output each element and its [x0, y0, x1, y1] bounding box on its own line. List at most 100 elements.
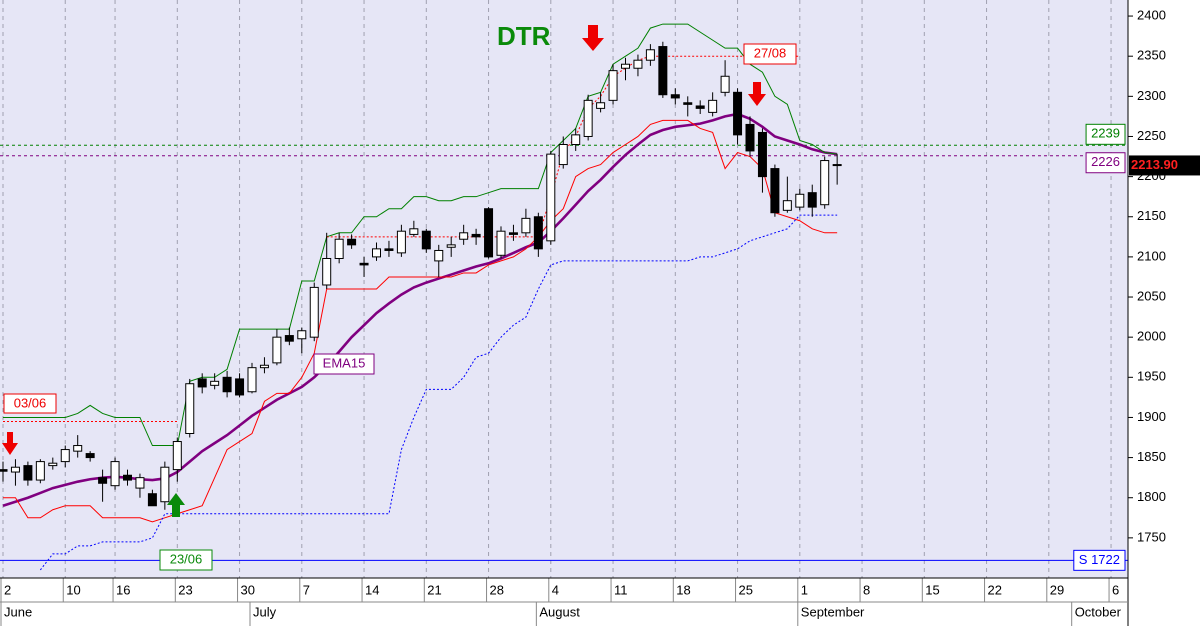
- x-tick-label: 23: [178, 582, 192, 597]
- candle-body: [645, 49, 655, 61]
- candle-body: [695, 105, 705, 109]
- x-tick-label: 18: [676, 582, 690, 597]
- y-tick-label: 2350: [1137, 48, 1166, 63]
- candle-body: [0, 469, 8, 472]
- y-tick-label: 1750: [1137, 529, 1166, 544]
- annotation-label: 03/06: [14, 395, 47, 410]
- y-tick-label: 2050: [1137, 288, 1166, 303]
- candle-body: [484, 208, 494, 258]
- y-tick-label: 2000: [1137, 329, 1166, 344]
- candle-body: [172, 441, 182, 471]
- reference-label-box: [1085, 123, 1126, 145]
- candle-body: [123, 474, 132, 481]
- x-tick-label: 25: [739, 582, 753, 597]
- last-price-label: 2213.90: [1131, 157, 1178, 172]
- candle-body: [85, 453, 95, 459]
- month-label: July: [253, 604, 277, 619]
- x-tick-label: 10: [66, 582, 80, 597]
- indicator-line: [3, 23, 838, 447]
- x-tick-label: 28: [490, 582, 504, 597]
- reference-label-box: [1073, 549, 1126, 571]
- y-tick-label: 1800: [1137, 489, 1166, 504]
- candle-body: [247, 367, 257, 393]
- candle-body: [757, 131, 767, 178]
- candle-body: [409, 228, 419, 235]
- candle-body: [334, 238, 344, 259]
- candle-body: [459, 232, 469, 240]
- x-tick-label: 8: [863, 582, 870, 597]
- month-label: October: [1075, 604, 1122, 619]
- candle-body: [160, 466, 170, 503]
- candle-body: [322, 257, 332, 286]
- y-tick-label: 2400: [1137, 7, 1166, 22]
- x-tick-label: 7: [303, 582, 310, 597]
- candle-body: [733, 91, 743, 136]
- reference-label-box: [1085, 152, 1126, 174]
- candle-body: [23, 465, 33, 481]
- buy-arrow: [167, 493, 185, 517]
- candle-body: [372, 248, 381, 258]
- candle-body: [222, 376, 232, 393]
- candle-body: [670, 94, 680, 99]
- candle-body: [596, 102, 606, 109]
- y-tick-label: 2150: [1137, 208, 1166, 223]
- month-label: August: [539, 604, 580, 619]
- annotation-label: 27/08: [754, 45, 787, 60]
- axes: 1750180018501900195020002050210021502200…: [0, 7, 1166, 626]
- x-tick-label: 16: [116, 582, 130, 597]
- month-label: September: [801, 604, 865, 619]
- x-tick-label: 2: [4, 582, 11, 597]
- candle-body: [770, 168, 780, 214]
- candle-body: [795, 193, 805, 208]
- x-tick-label: 29: [1050, 582, 1064, 597]
- candle-body: [73, 445, 83, 452]
- y-tick-label: 1900: [1137, 409, 1166, 424]
- candle-body: [10, 466, 20, 473]
- candle-body: [720, 75, 730, 93]
- candle-body: [621, 63, 630, 69]
- sell-arrow: [2, 432, 18, 455]
- x-tick-label: 4: [552, 582, 559, 597]
- indicator-line: [39, 214, 838, 571]
- signal-label: DTR: [497, 21, 551, 51]
- candle-body: [297, 330, 307, 340]
- candle-body: [745, 123, 755, 152]
- candle-body: [384, 248, 394, 251]
- x-tick-label: 14: [365, 582, 379, 597]
- reference-label: S 1722: [1079, 552, 1120, 567]
- candle-body: [832, 164, 842, 167]
- x-tick-label: 11: [614, 582, 628, 597]
- candle-body: [284, 335, 294, 342]
- legend-label: EMA15: [323, 355, 366, 370]
- candle-body: [782, 200, 792, 211]
- last-price-box: [1129, 155, 1200, 176]
- candle-body: [197, 378, 207, 388]
- indicator-line: [3, 55, 800, 422]
- price-labels: 2239 2226 S 1722 2213.90: [1073, 123, 1200, 571]
- candle-body: [471, 233, 481, 238]
- y-tick-label: 1850: [1137, 449, 1166, 464]
- reference-label: 2239: [1091, 126, 1120, 141]
- candle-body: [48, 462, 58, 467]
- x-tick-label: 15: [925, 582, 939, 597]
- candle-body: [521, 217, 531, 234]
- candle-body: [60, 449, 70, 463]
- legend-box: [313, 353, 375, 375]
- annotation-box: [3, 393, 57, 414]
- annotation-label: 23/06: [170, 551, 203, 566]
- candle-body: [110, 461, 120, 487]
- plot-background: [0, 0, 1128, 578]
- candle-body: [272, 336, 282, 364]
- y-tick-label: 2250: [1137, 128, 1166, 143]
- candle-body: [533, 216, 543, 250]
- candle-body: [35, 461, 45, 481]
- y-axis-panel: [1128, 0, 1200, 626]
- candle-body: [98, 477, 108, 484]
- x-tick-label: 6: [1112, 582, 1119, 597]
- month-label: June: [4, 604, 32, 619]
- candle-body: [807, 192, 817, 208]
- candle-body: [633, 59, 643, 69]
- annotation-box: [159, 549, 213, 571]
- x-tick-label: 30: [241, 582, 255, 597]
